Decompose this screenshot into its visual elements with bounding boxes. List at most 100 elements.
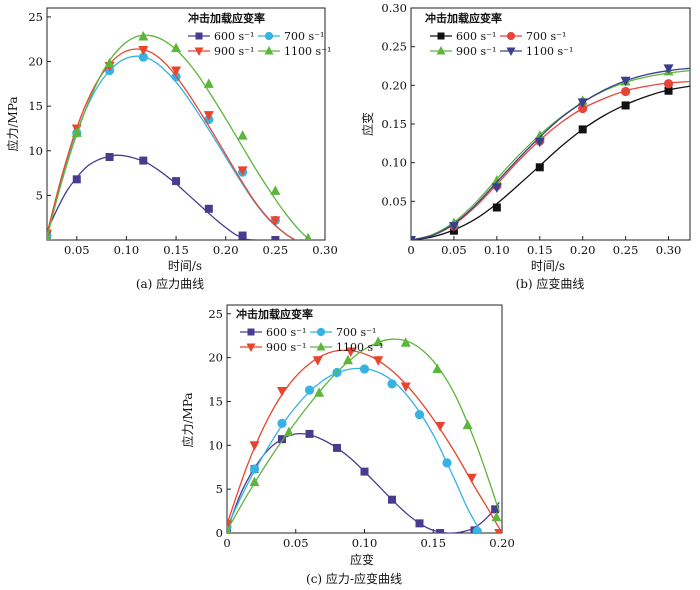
y-tick-label: 15 — [208, 394, 223, 408]
data-point-series-2 — [534, 130, 545, 140]
legend-label: 600 s⁻¹ — [266, 326, 306, 339]
data-point-series-3 — [203, 78, 214, 88]
y-tick-label: 0.15 — [381, 117, 407, 131]
y-tick-label: 25 — [208, 307, 223, 321]
y-tick-label: 0.25 — [381, 40, 407, 54]
data-point-series-1 — [277, 418, 287, 428]
data-point-series-1 — [442, 458, 452, 468]
panel-b-strain-time-chart: 0 0.05 0.10 0.15 0.20 0.25 0.30 0.05 0.10 0.15 0.2… — [360, 1, 691, 291]
legend-marker — [437, 32, 445, 40]
data-point-series-2 — [171, 66, 182, 76]
x-tick-label: 0.30 — [312, 243, 338, 257]
y-tick-label: 0.05 — [381, 194, 407, 208]
x-tick-label: 0.20 — [489, 536, 515, 550]
data-point-series-3 — [270, 185, 281, 195]
panel-caption: (c) 应力-应变曲线 — [306, 571, 402, 586]
x-axis-label: 时间/s — [531, 259, 565, 273]
data-point-series-3 — [47, 231, 52, 240]
series-line-2 — [227, 349, 502, 533]
series-line-0 — [47, 154, 256, 240]
legend: 冲击加载应变率 600 s⁻¹ 700 s⁻¹ 900 s⁻¹ 1100 s⁻¹ — [188, 11, 331, 58]
series-line-3 — [47, 34, 311, 240]
data-point-series-3 — [411, 236, 416, 240]
x-tick-label: 0.05 — [283, 536, 309, 550]
data-point-series-3 — [171, 42, 182, 53]
y-tick-label: 15 — [28, 99, 43, 113]
data-point-series-0 — [491, 505, 500, 514]
legend-label: 900 s⁻¹ — [266, 341, 306, 354]
data-point-series-0 — [492, 203, 501, 212]
data-point-series-2 — [249, 441, 260, 451]
data-point-series-1 — [387, 379, 397, 389]
data-point-series-3 — [104, 57, 115, 68]
x-axis-label: 应变 — [350, 552, 374, 567]
legend-label: 700 s⁻¹ — [526, 30, 566, 43]
legend-label: 900 s⁻¹ — [456, 45, 496, 58]
data-point-series-0 — [415, 519, 424, 528]
plot-frame — [46, 7, 326, 241]
data-point-series-0 — [535, 163, 544, 172]
legend-marker — [195, 32, 203, 40]
legend-label: 1100 s⁻¹ — [284, 45, 331, 58]
plot-area — [411, 64, 690, 240]
y-tick-label: 10 — [208, 438, 223, 452]
series-line-1 — [227, 367, 482, 533]
panel-caption: (a) 应力曲线 — [136, 276, 204, 291]
y-tick-label: 20 — [208, 351, 223, 365]
data-point-series-3 — [534, 137, 545, 148]
legend-marker — [264, 46, 274, 55]
data-point-series-2 — [373, 356, 384, 366]
data-point-series-2 — [277, 386, 287, 397]
legend-marker — [246, 343, 256, 352]
x-tick-label: 0 — [223, 536, 230, 550]
legend-label: 600 s⁻¹ — [456, 30, 496, 43]
data-point-series-2 — [312, 356, 323, 366]
data-point-series-2 — [400, 382, 411, 393]
data-point-series-2 — [435, 422, 446, 432]
data-point-series-3 — [227, 524, 232, 533]
legend-marker — [247, 328, 255, 336]
data-point-series-0 — [578, 125, 587, 134]
data-point-series-3 — [462, 419, 473, 430]
legend-label: 700 s⁻¹ — [336, 326, 376, 339]
y-tick-label: 0.10 — [381, 156, 407, 170]
x-tick-label: 0.30 — [656, 243, 682, 257]
legend-marker — [194, 47, 204, 56]
y-tick-label: 10 — [28, 144, 43, 158]
data-point-series-3 — [448, 222, 459, 232]
y-axis-label: 应力/MPa — [5, 96, 20, 151]
data-point-series-3 — [283, 426, 294, 437]
data-point-series-3 — [400, 337, 411, 347]
series-line-3 — [411, 67, 690, 240]
data-point-series-1 — [621, 86, 631, 97]
data-point-series-1 — [249, 464, 260, 474]
data-point-series-3 — [491, 511, 502, 522]
x-tick-label: 0.05 — [441, 243, 467, 257]
data-point-series-2 — [138, 45, 149, 56]
x-tick-label: 0.15 — [527, 243, 553, 257]
x-tick-label: 0.25 — [613, 243, 639, 257]
y-tick-label: 25 — [28, 10, 43, 24]
x-tick-label: 0.15 — [420, 536, 446, 550]
data-point-series-0 — [271, 236, 280, 240]
panel-caption: (b) 应变曲线 — [516, 276, 585, 291]
y-axis-label: 应变 — [360, 112, 375, 136]
series-line-0 — [411, 85, 690, 240]
data-point-series-3 — [432, 363, 443, 374]
data-point-series-0 — [172, 177, 181, 186]
data-point-series-0 — [360, 467, 369, 476]
legend-label: 1100 s⁻¹ — [526, 45, 573, 58]
legend-label: 700 s⁻¹ — [284, 30, 324, 43]
x-tick-label: 0.05 — [64, 243, 90, 257]
series-line-2 — [47, 48, 296, 240]
data-point-series-0 — [105, 153, 114, 162]
data-point-series-2 — [270, 216, 281, 226]
data-point-series-2 — [345, 347, 356, 357]
legend-marker — [264, 31, 274, 41]
data-point-series-3 — [663, 64, 674, 74]
y-tick-label: 5 — [36, 188, 43, 202]
data-point-series-3 — [343, 354, 353, 365]
data-point-series-3 — [620, 76, 631, 87]
y-axis-label: 应力/MPa — [180, 392, 195, 447]
